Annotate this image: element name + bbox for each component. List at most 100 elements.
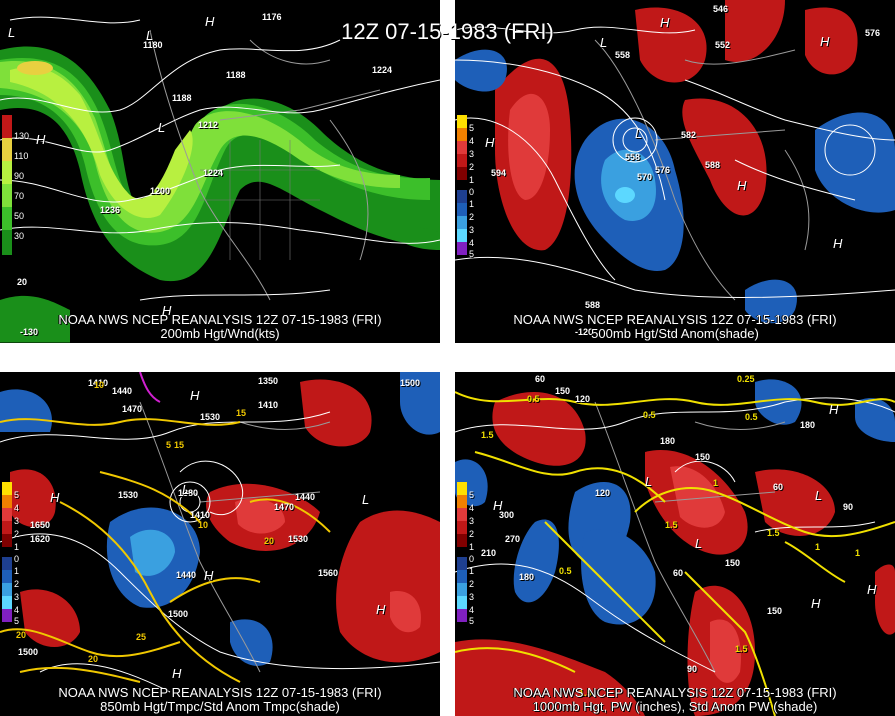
high-marker: H — [190, 388, 200, 403]
contour-label: 150 — [767, 606, 783, 616]
coastline — [594, 401, 786, 673]
positive-anomaly — [10, 469, 56, 527]
contour-label: 1176 — [262, 12, 282, 22]
legend-label: 2 — [14, 579, 20, 589]
caption-variable: 850mb Hgt/Tmpc/Std Anom Tmpc(shade) — [100, 699, 340, 714]
state-borders — [200, 140, 320, 260]
legend-label: 5 — [14, 616, 20, 626]
contour-label: 1188 — [172, 93, 192, 103]
pw-label: 1 — [713, 478, 719, 488]
legend-label: 110 — [14, 151, 29, 161]
high-marker: H — [660, 15, 670, 30]
lon-label: 20 — [17, 277, 28, 287]
legend-label: 5 — [14, 490, 20, 500]
map-title: 12Z 07-15-1983 (FRI) — [341, 19, 554, 44]
contour-label: 1380 — [178, 488, 199, 498]
low-marker: L — [635, 126, 643, 141]
height-contours — [455, 397, 895, 673]
contour-label: 1470 — [274, 502, 295, 512]
legend-label: 30 — [14, 231, 25, 241]
pw-label: 1.5 — [665, 520, 678, 530]
high-marker: H — [172, 666, 182, 681]
low-marker: L — [695, 536, 703, 551]
high-marker: H — [811, 596, 821, 611]
contour-label: 1224 — [203, 168, 224, 178]
caption-variable: 200mb Hgt/Wnd(kts) — [160, 326, 280, 341]
contour-label: 210 — [481, 548, 497, 558]
contour-label: 558 — [625, 152, 641, 162]
legend-label: 5 — [469, 490, 475, 500]
legend-label: 1 — [469, 199, 475, 209]
contour-label: 552 — [715, 40, 731, 50]
contour-label: 1530 — [200, 412, 221, 422]
coastline — [139, 401, 331, 673]
legend-label: 2 — [469, 579, 475, 589]
contour-label: 150 — [695, 452, 711, 462]
contour-label: 588 — [585, 300, 601, 310]
height-contours — [455, 26, 895, 298]
legend-label: 4 — [469, 503, 475, 513]
contour-label: 1440 — [176, 570, 197, 580]
pw-label: 0.5 — [643, 410, 656, 420]
low-marker: L — [815, 488, 823, 503]
contour-label: 1410 — [190, 510, 211, 520]
contour-label: 90 — [843, 502, 854, 512]
wind-shading-110kt — [17, 61, 53, 75]
contour-label: 1560 — [318, 568, 339, 578]
caption-source: NOAA NWS NCEP REANALYSIS 12Z 07-15-1983 … — [513, 312, 837, 327]
high-marker: H — [162, 303, 172, 318]
legend-label: 2 — [469, 212, 475, 222]
caption-variable: 1000mb Hgt, PW (inches), Std Anom PW (sh… — [532, 699, 818, 714]
low-marker: L — [645, 474, 653, 489]
contour-label: 1440 — [112, 386, 133, 396]
legend-label: 3 — [469, 149, 475, 159]
contour-label: 1212 — [198, 120, 219, 130]
contour-label: 1530 — [118, 490, 139, 500]
temp-label: 25 — [136, 632, 147, 642]
legend-label: 3 — [14, 592, 20, 602]
contour-label: 1530 — [288, 534, 309, 544]
pw-label: 1 — [815, 542, 821, 552]
caption-variable: 500mb Hgt/Std Anom(shade) — [591, 326, 759, 341]
contour-label: 546 — [713, 4, 729, 14]
contour-label: 1188 — [226, 70, 246, 80]
contour-label: 1236 — [100, 205, 121, 215]
legend-label: 130 — [14, 131, 30, 141]
pw-label: 0.5 — [745, 412, 758, 422]
legend-label: 2 — [469, 162, 475, 172]
coastline — [594, 39, 810, 301]
map-1000mb — [455, 379, 895, 716]
contour-label: 60 — [673, 568, 684, 578]
contour-label: 1500 — [168, 609, 189, 619]
contour-label: 180 — [660, 436, 676, 446]
height-contours — [0, 16, 440, 301]
low-marker: L — [146, 28, 154, 43]
pw-label: 1.5 — [579, 688, 592, 698]
positive-anomaly — [492, 392, 586, 466]
legend-label: 5 — [469, 249, 475, 259]
coastline — [149, 29, 381, 301]
contour-label: 1500 — [400, 378, 421, 388]
legend-label: 1 — [14, 542, 20, 552]
temp-label: 15 — [236, 408, 247, 418]
contour-label: 60 — [773, 482, 784, 492]
contour-label: 60 — [535, 374, 546, 384]
legend-label: 2 — [469, 529, 475, 539]
contour-label: 570 — [637, 172, 653, 182]
caption-source: NOAA NWS NCEP REANALYSIS 12Z 07-15-1983 … — [58, 685, 382, 700]
pw-contours — [455, 391, 895, 716]
contour-label: 582 — [681, 130, 697, 140]
high-marker: H — [867, 582, 877, 597]
low-marker: L — [182, 482, 190, 497]
map-500mb — [455, 0, 895, 324]
legend-label: 1 — [14, 566, 20, 576]
legend-label: 0 — [469, 554, 475, 564]
anomaly-colorbar — [457, 482, 467, 622]
contour-label: 576 — [865, 28, 881, 38]
temp-label: 20 — [264, 536, 275, 546]
caption-source: NOAA NWS NCEP REANALYSIS 12Z 07-15-1983 … — [58, 312, 382, 327]
contour-label: 90 — [687, 664, 698, 674]
contour-label: 594 — [491, 168, 507, 178]
temp-label: 20 — [88, 654, 99, 664]
legend-label: 4 — [469, 238, 475, 248]
